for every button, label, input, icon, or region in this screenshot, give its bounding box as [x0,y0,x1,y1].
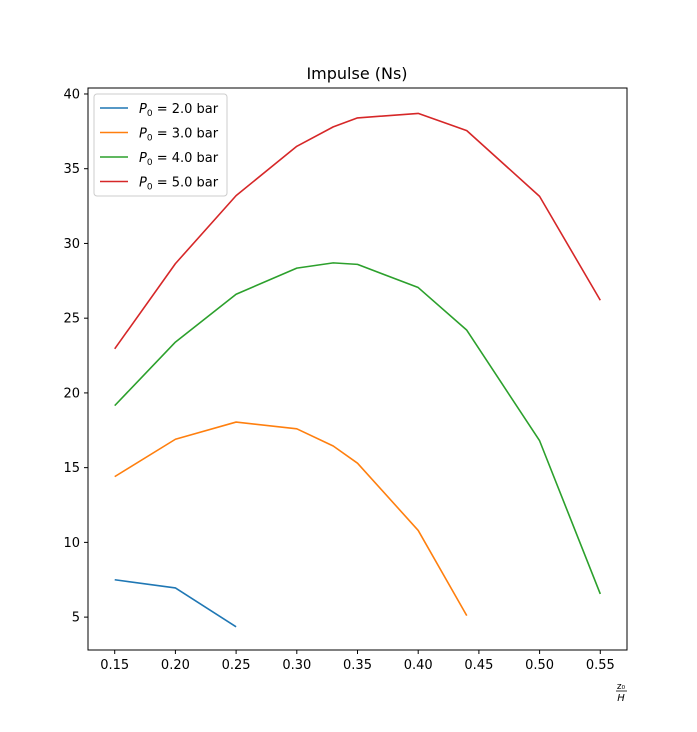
x-tick-label: 0.45 [464,658,493,673]
y-tick-label: 10 [63,536,80,551]
series-line-2 [114,421,468,617]
y-tick-label: 40 [63,87,80,102]
series-layer [114,112,602,628]
x-tick-label: 0.25 [222,658,251,673]
y-tick-label: 25 [63,312,80,327]
series-line-3 [114,262,602,595]
y-tick-label: 35 [63,162,80,177]
x-tick-label: 0.35 [343,658,372,673]
x-tick-label: 0.40 [404,658,433,673]
x-tick-label: 0.50 [525,658,554,673]
x-axis-label-numerator: z₀ [617,682,626,692]
x-axis-label-denominator: H [617,693,625,704]
legend: P0 = 2.0 bar P0 = 3.0 bar P0 = 4.0 bar P0 =… [93,93,228,197]
y-tick-label: 5 [72,611,80,626]
legend-label-4: P0 = 5.0 bar [139,176,219,193]
y-tick-label: 15 [63,461,80,476]
x-tick-label: 0.15 [100,658,129,673]
x-tick-label: 0.20 [161,658,190,673]
y-axis: 5 10 15 20 25 30 35 40 [63,87,88,626]
legend-label-3: P0 = 4.0 bar [139,151,219,168]
legend-label-2: P0 = 3.0 bar [139,127,219,144]
y-tick-label: 20 [63,386,80,401]
legend-label-1: P0 = 2.0 bar [139,102,219,119]
chart-title: Impulse (Ns) [306,64,407,83]
legend-box [93,93,228,197]
x-axis-label: z₀ H [616,682,627,704]
series-line-4 [114,112,601,350]
x-tick-label: 0.30 [282,658,311,673]
y-tick-label: 30 [63,237,80,252]
x-axis: 0.15 0.20 0.25 0.30 0.35 0.40 0.45 0.50 0.55 [100,650,615,673]
series-line-1 [114,578,237,628]
x-tick-label: 0.55 [586,658,615,673]
